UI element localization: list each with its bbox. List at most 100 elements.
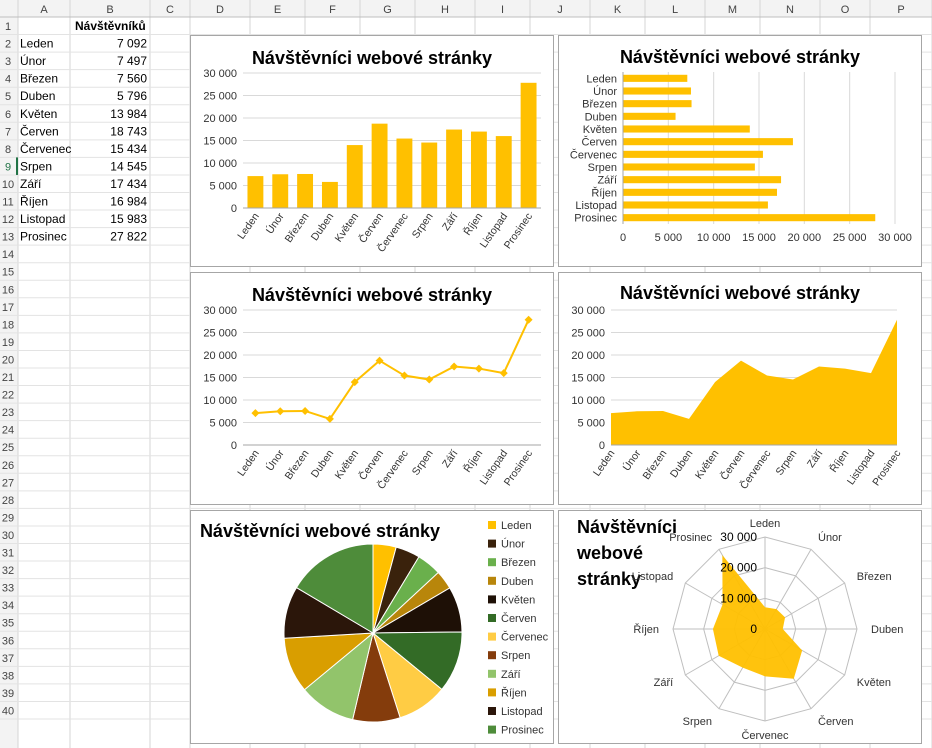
row-header-12[interactable]: 12 <box>2 214 14 226</box>
column-header-B[interactable]: B <box>106 4 113 16</box>
row-header-2[interactable]: 2 <box>5 39 11 51</box>
column-header-E[interactable]: E <box>274 4 281 16</box>
row-header-24[interactable]: 24 <box>2 425 14 437</box>
cell-month[interactable]: Duben <box>20 89 55 103</box>
radar-chart[interactable]: Návštěvníci webové stránky 0 10 000 20 000 30 … <box>558 510 922 744</box>
column-header-H[interactable]: H <box>441 4 449 16</box>
row-header-32[interactable]: 32 <box>2 565 14 577</box>
row-header-21[interactable]: 21 <box>2 372 14 384</box>
cell-value[interactable]: 17 434 <box>110 177 147 191</box>
row-header-33[interactable]: 33 <box>2 583 14 595</box>
row-header-20[interactable]: 20 <box>2 354 14 366</box>
cell-value[interactable]: 15 983 <box>110 212 147 226</box>
cell-value[interactable]: 13 984 <box>110 107 147 121</box>
cell-value[interactable]: 5 796 <box>117 89 147 103</box>
x-tick-label: Únor <box>263 210 287 237</box>
row-header-13[interactable]: 13 <box>2 232 14 244</box>
y-tick-label: 5 000 <box>577 418 605 430</box>
row-header-35[interactable]: 35 <box>2 618 14 630</box>
row-header-40[interactable]: 40 <box>2 705 14 717</box>
row-header-14[interactable]: 14 <box>2 249 14 261</box>
column-header-C[interactable]: C <box>166 4 174 16</box>
pie-chart[interactable]: Návštěvníci webové stránky Leden Únor Březe… <box>190 510 554 744</box>
bar-Březen <box>623 100 692 108</box>
legend-label: Listopad <box>501 706 543 718</box>
row-header-29[interactable]: 29 <box>2 512 14 524</box>
cell-value[interactable]: 7 497 <box>117 54 147 68</box>
legend-label: Červenec <box>501 631 549 644</box>
row-header-6[interactable]: 6 <box>5 109 11 121</box>
row-header-7[interactable]: 7 <box>5 126 11 138</box>
column-header-K[interactable]: K <box>614 4 622 16</box>
line-chart[interactable]: Návštěvníci webové stránky 0 5 000 10 000 15… <box>190 272 554 505</box>
row-header-15[interactable]: 15 <box>2 267 14 279</box>
row-header-19[interactable]: 19 <box>2 337 14 349</box>
y-tick-label: 10 000 <box>571 395 605 407</box>
row-header-23[interactable]: 23 <box>2 407 14 419</box>
row-header-38[interactable]: 38 <box>2 670 14 682</box>
cell-month[interactable]: Prosinec <box>20 230 67 244</box>
cell-month[interactable]: Leden <box>20 37 53 51</box>
cell-month[interactable]: Září <box>20 177 42 191</box>
row-header-10[interactable]: 10 <box>2 179 14 191</box>
cell-value[interactable]: 7 560 <box>117 72 147 86</box>
cell-value[interactable]: 14 545 <box>110 159 147 173</box>
column-header-I[interactable]: I <box>501 4 504 16</box>
row-header-9[interactable]: 9 <box>5 161 11 173</box>
row-header-11[interactable]: 11 <box>2 197 13 209</box>
row-header-5[interactable]: 5 <box>5 91 11 103</box>
column-header-P[interactable]: P <box>897 4 904 16</box>
column-header-M[interactable]: M <box>728 4 737 16</box>
row-header-37[interactable]: 37 <box>2 653 14 665</box>
row-header-8[interactable]: 8 <box>5 144 11 156</box>
column-header-L[interactable]: L <box>672 4 678 16</box>
cell-month[interactable]: Říjen <box>20 194 48 209</box>
row-header-25[interactable]: 25 <box>2 442 14 454</box>
row-header-26[interactable]: 26 <box>2 460 14 472</box>
column-header-N[interactable]: N <box>786 4 794 16</box>
area-chart[interactable]: Návštěvníci webové stránky 0 5 000 10 000 15… <box>558 272 922 505</box>
cell-month[interactable]: Červenec <box>20 141 71 156</box>
point-Září <box>450 362 459 371</box>
bar-Červen <box>623 138 793 146</box>
cell-month[interactable]: Srpen <box>20 159 52 173</box>
horizontal-bar-chart[interactable]: Návštěvníci webové stránky 0 5 000 10 000 15… <box>558 35 922 267</box>
row-header-16[interactable]: 16 <box>2 284 14 296</box>
column-header-F[interactable]: F <box>329 4 336 16</box>
row-header-36[interactable]: 36 <box>2 635 14 647</box>
row-header-27[interactable]: 27 <box>2 477 14 489</box>
row-header-4[interactable]: 4 <box>5 74 11 86</box>
row-header-34[interactable]: 34 <box>2 600 14 612</box>
cell-month[interactable]: Květen <box>20 107 57 121</box>
row-header-22[interactable]: 22 <box>2 390 14 402</box>
cell-value[interactable]: 7 092 <box>117 37 147 51</box>
cell-month[interactable]: Listopad <box>20 212 65 226</box>
row-header-28[interactable]: 28 <box>2 495 14 507</box>
point-Květen <box>350 378 359 387</box>
category-label: Duben <box>871 624 903 636</box>
row-header-30[interactable]: 30 <box>2 530 14 542</box>
column-header-J[interactable]: J <box>557 4 563 16</box>
row-header-1[interactable]: 1 <box>5 21 11 33</box>
row-header-3[interactable]: 3 <box>5 56 11 68</box>
column-header-A[interactable]: A <box>40 4 48 16</box>
column-chart[interactable]: Návštěvníci webové stránky 0 5 000 10 000 15… <box>190 35 554 267</box>
column-header-G[interactable]: G <box>383 4 392 16</box>
cell-value[interactable]: 15 434 <box>110 142 147 156</box>
cell-value[interactable]: 16 984 <box>110 195 147 209</box>
row-header-17[interactable]: 17 <box>2 302 14 314</box>
cell-value[interactable]: 18 743 <box>110 124 147 138</box>
column-header-O[interactable]: O <box>841 4 850 16</box>
cell-value[interactable]: 27 822 <box>110 230 147 244</box>
header-cell[interactable]: Návštěvníků <box>75 19 146 33</box>
x-tick-label: Září <box>440 448 461 470</box>
category-label: Srpen <box>683 716 712 728</box>
row-header-39[interactable]: 39 <box>2 688 14 700</box>
column-header-D[interactable]: D <box>216 4 224 16</box>
cell-month[interactable]: Březen <box>20 72 58 86</box>
row-header-18[interactable]: 18 <box>2 319 14 331</box>
category-label: Únor <box>818 531 842 544</box>
cell-month[interactable]: Únor <box>20 53 46 68</box>
cell-month[interactable]: Červen <box>20 123 59 138</box>
row-header-31[interactable]: 31 <box>2 548 14 560</box>
